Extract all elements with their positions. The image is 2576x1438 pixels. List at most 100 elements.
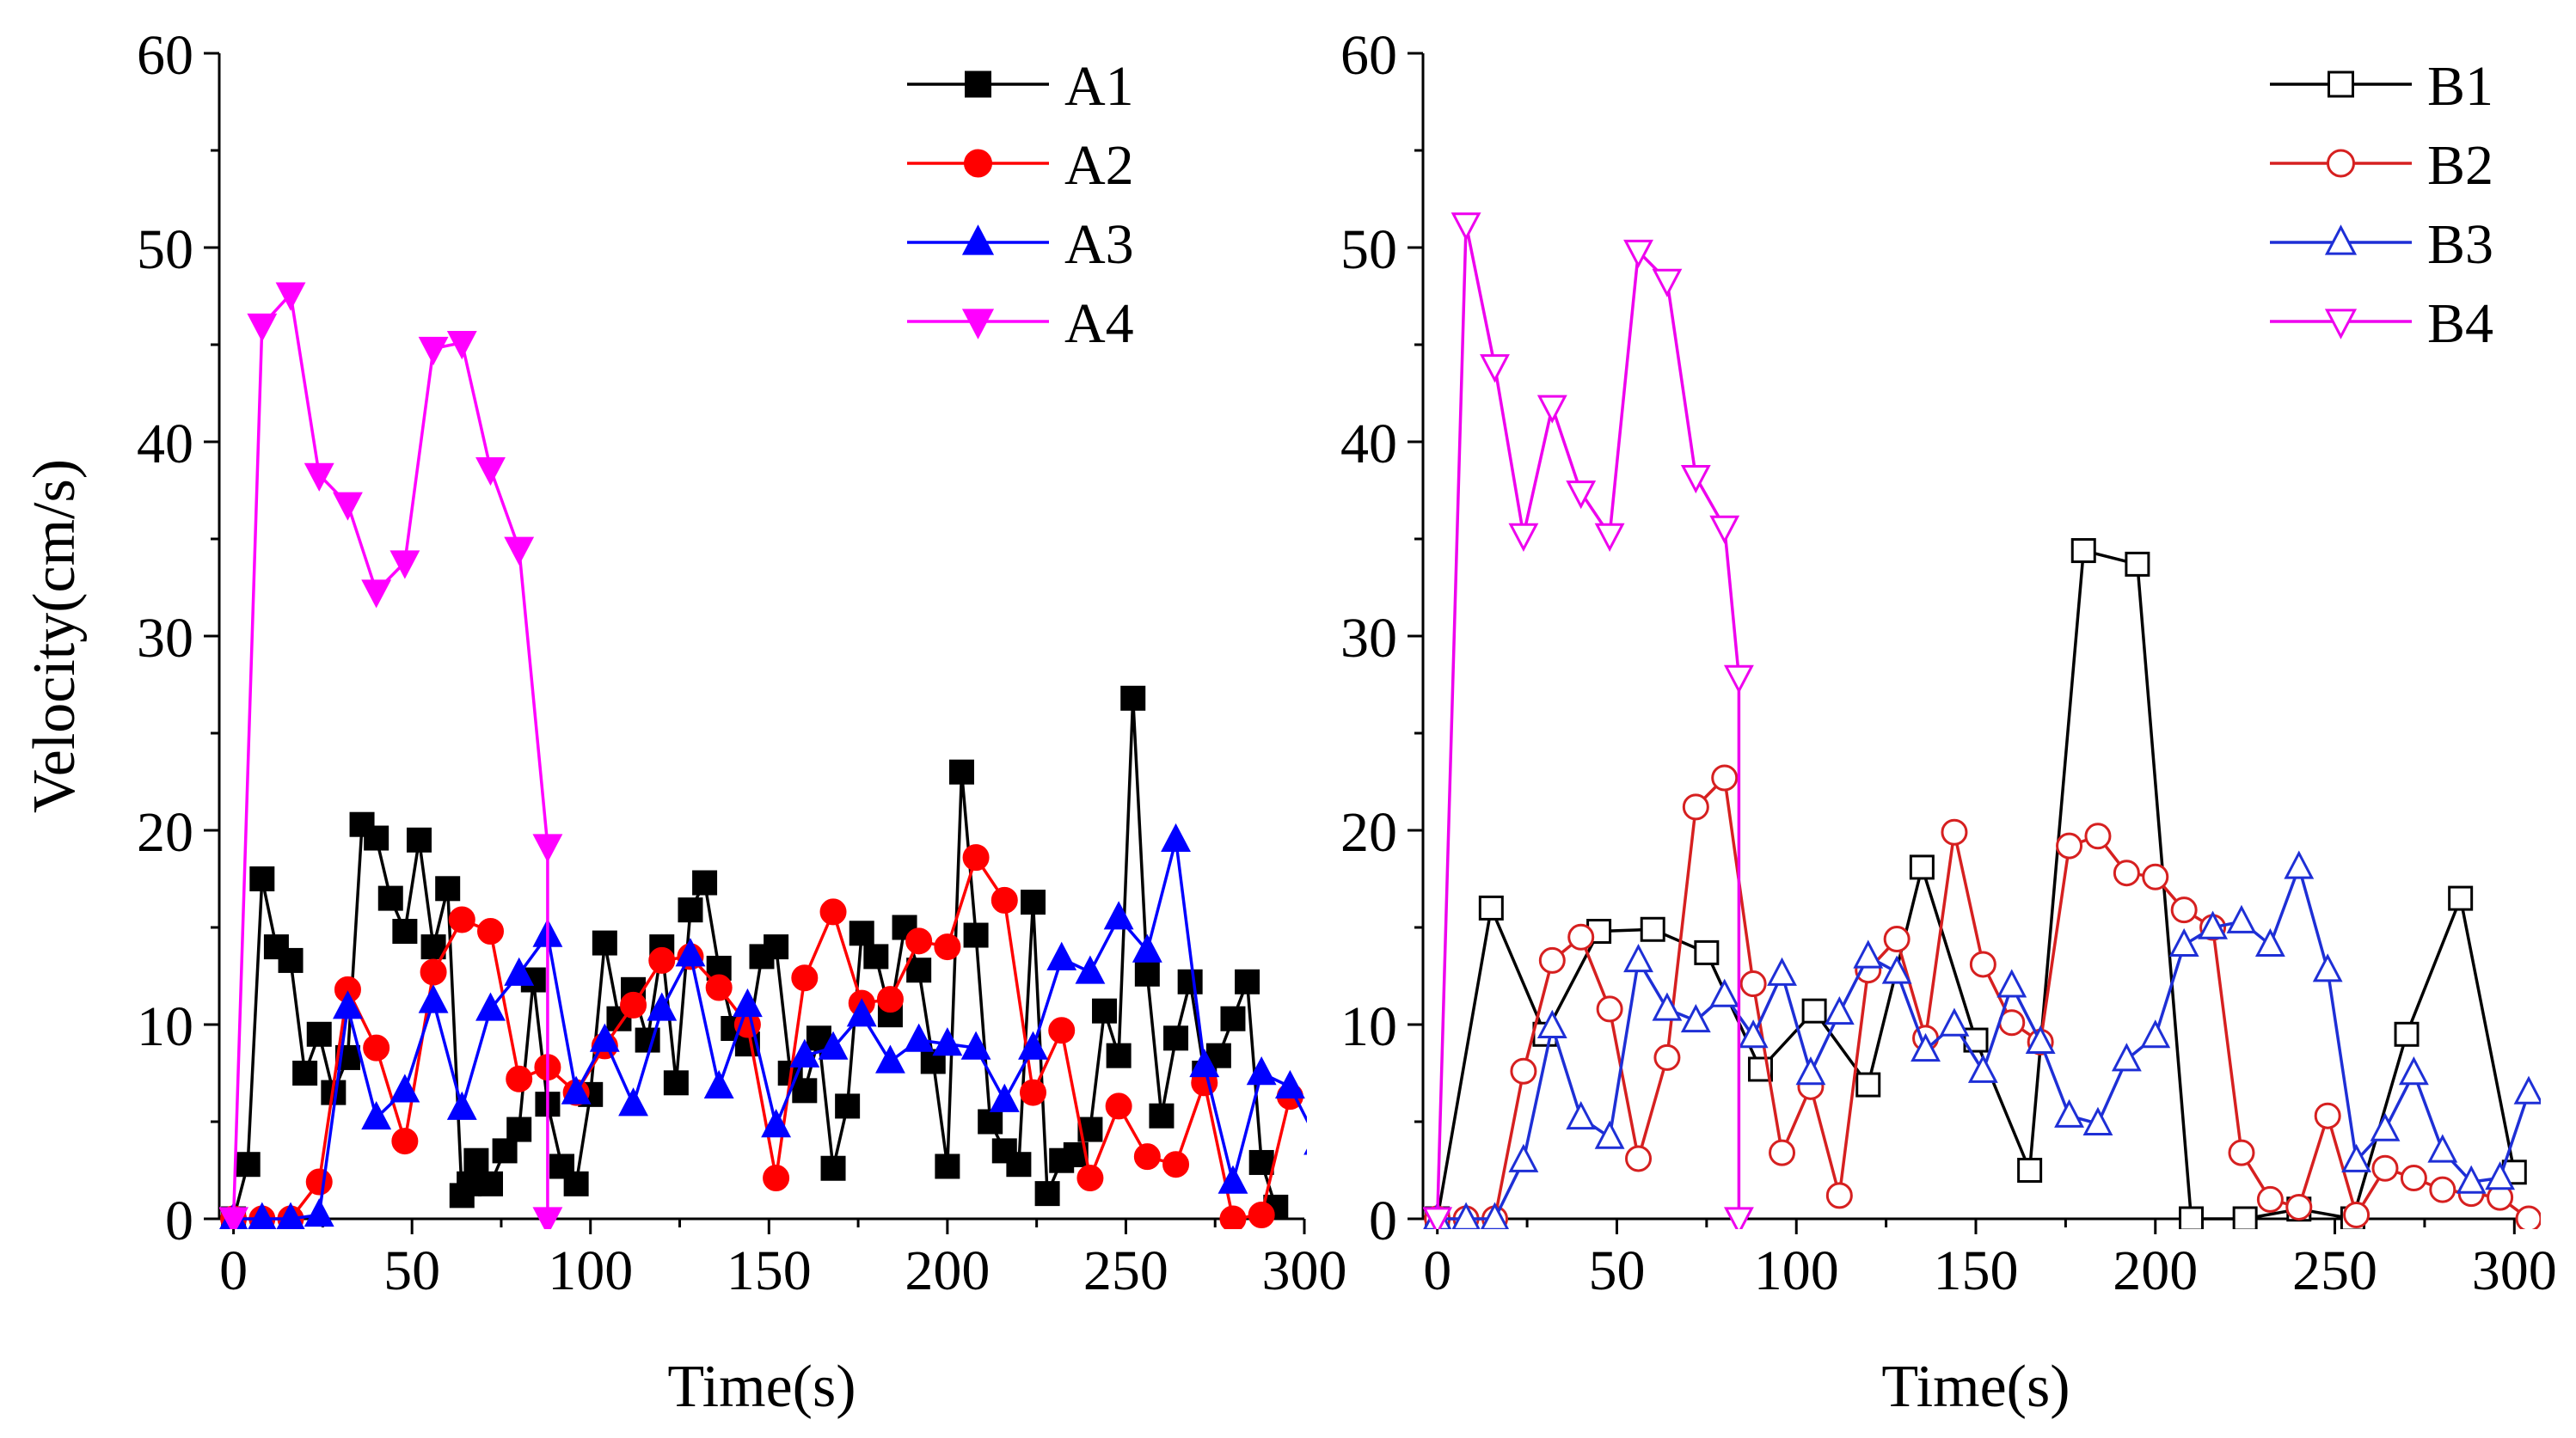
chart-a-y-tick-label: 20 xyxy=(137,801,193,864)
chart-a-x-tick-label: 150 xyxy=(727,1239,812,1302)
data-point-a3 xyxy=(361,1101,392,1130)
data-point-b3 xyxy=(2054,1098,2084,1128)
data-point-a3 xyxy=(1189,1048,1220,1078)
data-point-b3 xyxy=(2111,1043,2142,1072)
data-point-a3 xyxy=(989,1083,1020,1112)
legend-label-a2: A2 xyxy=(1064,134,1134,197)
data-point-b2 xyxy=(1567,923,1595,951)
data-point-b3 xyxy=(1451,1202,1481,1229)
data-point-b3 xyxy=(1738,1019,1769,1049)
data-point-b4 xyxy=(1566,480,1597,510)
chart-b-y-tick-label: 40 xyxy=(1340,413,1397,475)
data-point-b4 xyxy=(1480,354,1510,383)
data-point-a2 xyxy=(1105,1092,1132,1120)
data-point-b1 xyxy=(2070,538,2096,564)
legend-item-a3: A3 xyxy=(907,213,1134,276)
data-point-a3 xyxy=(1303,1148,1307,1155)
chart-b-y-tick-label: 60 xyxy=(1340,24,1397,87)
legend-marker-a3 xyxy=(961,224,995,255)
series-a1 xyxy=(221,685,1289,1229)
data-point-b3 xyxy=(1967,1054,1998,1083)
data-point-a2 xyxy=(991,886,1018,914)
series-b1-line xyxy=(1435,548,2517,1221)
data-point-b4 xyxy=(1423,1207,1453,1229)
data-point-a2 xyxy=(905,927,933,955)
series-b3 xyxy=(1423,850,2541,1229)
data-point-b3 xyxy=(1566,1101,1597,1130)
data-point-a1 xyxy=(963,922,989,948)
chart-b-legend: B1 B2 B3 B4 xyxy=(2270,55,2493,355)
data-point-a2 xyxy=(1248,1201,1275,1228)
data-point-a3 xyxy=(1018,1031,1048,1060)
data-point-b1 xyxy=(1478,895,1504,921)
data-point-a1 xyxy=(377,885,403,911)
chart-a-y-axis-label: Velocity(cm/s) xyxy=(21,459,88,813)
data-point-b2 xyxy=(1510,1057,1537,1085)
data-point-a1 xyxy=(663,1070,689,1096)
data-point-b4 xyxy=(1680,464,1711,494)
data-point-b2 xyxy=(2256,1185,2284,1213)
data-point-b3 xyxy=(2284,850,2315,879)
legend-label-b2: B2 xyxy=(2427,134,2493,197)
data-point-a1 xyxy=(1034,1181,1060,1207)
data-point-a3 xyxy=(248,1202,277,1229)
data-point-a3 xyxy=(932,1027,963,1056)
data-point-a2 xyxy=(1048,1017,1076,1044)
legend-label-a3: A3 xyxy=(1064,213,1134,276)
chart-b-axes: 0 10 20 30 40 50 60 0 50 100 150 200 250 300 xyxy=(1340,24,2557,1302)
data-point-b3 xyxy=(2370,1112,2401,1141)
chart-a-legend: A1 A2 A3 A4 xyxy=(907,55,1134,355)
data-point-b2 xyxy=(2400,1165,2427,1192)
data-point-a1 xyxy=(1134,961,1160,987)
data-point-a2 xyxy=(1076,1165,1104,1192)
chart-a-x-tick-label: 250 xyxy=(1083,1239,1168,1302)
data-point-b1 xyxy=(1694,939,1720,965)
data-point-a3 xyxy=(1217,1165,1248,1194)
data-point-a1 xyxy=(1006,1152,1032,1178)
data-point-b2 xyxy=(2343,1201,2371,1228)
chart-b-y-tick-label: 30 xyxy=(1340,607,1397,670)
legend-item-b2: B2 xyxy=(2270,134,2493,197)
data-point-b4 xyxy=(1623,239,1653,268)
data-point-b1 xyxy=(1855,1072,1881,1098)
chart-b-x-tick-label: 150 xyxy=(1934,1239,2019,1302)
data-point-b2 xyxy=(1653,1043,1681,1071)
data-point-a3 xyxy=(304,1198,334,1227)
chart-b-x-tick-label: 250 xyxy=(2292,1239,2377,1302)
data-point-a3 xyxy=(333,990,363,1019)
data-point-a3 xyxy=(1274,1069,1305,1099)
data-point-b1 xyxy=(2179,1206,2205,1229)
data-point-a1 xyxy=(463,1147,489,1173)
data-point-a2 xyxy=(448,906,475,933)
data-point-a1 xyxy=(1235,969,1260,994)
data-point-b4 xyxy=(1723,664,1754,694)
data-point-b2 xyxy=(1682,793,1709,821)
data-point-a1 xyxy=(906,958,932,983)
legend-marker-a2 xyxy=(964,149,992,178)
data-point-a1 xyxy=(592,930,617,956)
data-point-a3 xyxy=(589,1023,620,1052)
data-point-a1 xyxy=(1021,890,1046,915)
data-point-a4 xyxy=(418,336,449,365)
data-point-b2 xyxy=(1941,818,1968,846)
chart-a-x-ticks: 0 50 100 150 200 250 300 xyxy=(219,1219,1347,1302)
data-point-b4 xyxy=(1723,1207,1754,1229)
data-point-b3 xyxy=(1480,1202,1510,1229)
data-point-b4 xyxy=(1451,212,1481,242)
chart-b-x-tick-label: 0 xyxy=(1423,1239,1451,1302)
data-point-b4 xyxy=(1508,523,1539,552)
data-point-b2 xyxy=(1625,1145,1653,1172)
chart-a-x-tick-label: 50 xyxy=(383,1239,440,1302)
data-point-a1 xyxy=(978,1109,1003,1135)
data-point-a1 xyxy=(820,1155,846,1181)
data-point-a3 xyxy=(446,1091,477,1120)
data-point-b3 xyxy=(2168,927,2199,958)
data-point-a1 xyxy=(734,1031,760,1057)
data-point-a3 xyxy=(960,1031,991,1060)
data-point-a3 xyxy=(475,992,506,1021)
data-point-b3 xyxy=(1767,957,1797,986)
data-point-a1 xyxy=(364,825,389,851)
data-point-b4 xyxy=(1536,395,1567,424)
data-point-a2 xyxy=(876,986,904,1013)
data-point-b4 xyxy=(1594,523,1625,552)
